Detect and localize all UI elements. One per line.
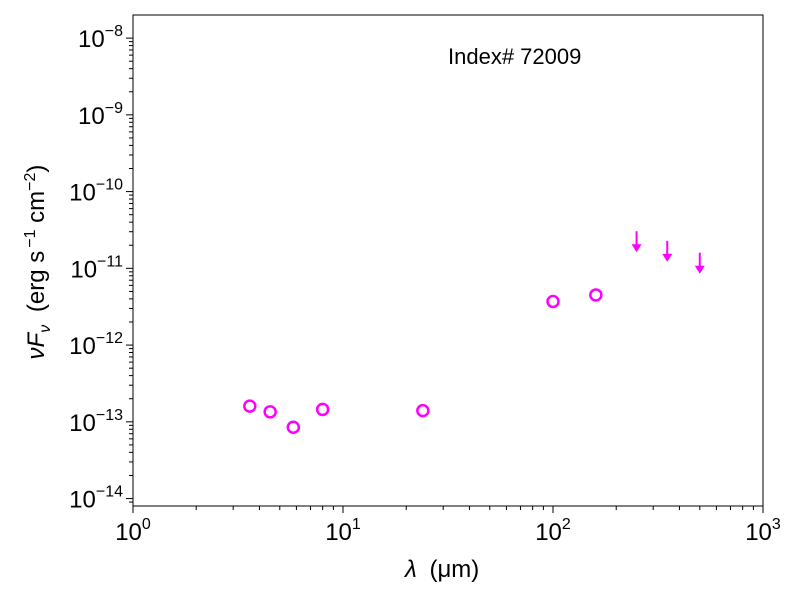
y-tick-label-1: 10−13 bbox=[69, 407, 123, 437]
y-axis-unit-exp1: −1 bbox=[22, 229, 39, 247]
x-tick-label-2-base: 10 bbox=[535, 519, 562, 546]
y-tick-label-1-exponent: −13 bbox=[96, 407, 123, 424]
upper-limit-arrow-0 bbox=[631, 231, 642, 253]
y-tick-label-0-exponent: −14 bbox=[96, 484, 123, 501]
y-tick-label-6-base: 10 bbox=[78, 26, 105, 53]
y-tick-label-6: 10−8 bbox=[78, 23, 123, 53]
y-tick-label-4-base: 10 bbox=[69, 180, 96, 207]
axis-ticks: 100 101 102 10310−1410−1310−1210−1110−1010−… bbox=[69, 23, 781, 546]
upper-limit-head bbox=[662, 253, 673, 262]
upper-limit-arrow-1 bbox=[662, 240, 673, 262]
y-axis-label: νFν (erg s −1 cm−2) bbox=[22, 165, 56, 360]
y-axis-symbol: νF bbox=[23, 331, 50, 359]
x-axis-unit: (μm) bbox=[429, 556, 479, 583]
data-point-2 bbox=[286, 420, 301, 434]
x-tick-label-2-exponent: 2 bbox=[562, 516, 571, 533]
data-point-5 bbox=[546, 294, 560, 309]
y-tick-label-5-base: 10 bbox=[78, 103, 105, 130]
y-axis-unit-exp2: −2 bbox=[22, 172, 39, 190]
y-tick-label-6-exponent: −8 bbox=[105, 23, 123, 40]
x-tick-label-3: 103 bbox=[745, 516, 781, 546]
x-tick-label-3-exponent: 3 bbox=[772, 516, 781, 533]
y-tick-label-3-base: 10 bbox=[70, 256, 97, 283]
y-axis-unit-pre: (erg s bbox=[23, 251, 50, 312]
data-marks bbox=[243, 231, 705, 434]
y-tick-label-4: 10−10 bbox=[69, 177, 123, 207]
y-tick-label-0: 10−14 bbox=[69, 484, 123, 514]
y-tick-label-5: 10−9 bbox=[78, 100, 123, 130]
y-axis-unit-mid: cm bbox=[23, 191, 50, 230]
x-tick-label-3-base: 10 bbox=[745, 519, 772, 546]
x-tick-label-0-base: 10 bbox=[115, 519, 142, 546]
y-tick-label-0-base: 10 bbox=[69, 487, 96, 514]
data-point-1 bbox=[263, 405, 277, 419]
data-point-4 bbox=[416, 403, 430, 418]
x-tick-label-1-exponent: 1 bbox=[352, 516, 361, 533]
upper-limit-head bbox=[631, 244, 642, 253]
y-axis-subscript: ν bbox=[37, 325, 54, 333]
plot-area bbox=[132, 14, 764, 507]
x-tick-label-0-exponent: 0 bbox=[142, 516, 151, 533]
y-tick-label-4-exponent: −10 bbox=[96, 177, 123, 194]
x-axis-label: λ (μm) bbox=[403, 556, 479, 583]
y-tick-label-3-exponent: −11 bbox=[97, 253, 123, 270]
y-tick-label-1-base: 10 bbox=[69, 410, 96, 437]
x-tick-label-1-base: 10 bbox=[325, 519, 352, 546]
y-tick-label-2-exponent: −12 bbox=[96, 330, 123, 347]
y-tick-label-5-exponent: −9 bbox=[105, 100, 123, 117]
x-tick-label-2: 102 bbox=[535, 516, 571, 546]
data-point-0 bbox=[243, 399, 257, 413]
y-tick-label-2-base: 10 bbox=[69, 333, 96, 360]
x-tick-label-0: 100 bbox=[115, 516, 151, 546]
upper-limit-head bbox=[694, 265, 705, 274]
data-point-6 bbox=[589, 288, 603, 302]
upper-limit-arrow-2 bbox=[694, 252, 705, 274]
y-axis-unit-post: ) bbox=[23, 165, 50, 173]
x-tick-label-1: 101 bbox=[325, 516, 361, 546]
x-axis-symbol: λ bbox=[403, 556, 417, 583]
chart-annotation: Index# 72009 bbox=[448, 44, 581, 69]
data-point-3 bbox=[315, 402, 330, 417]
y-tick-label-3: 10−11 bbox=[70, 253, 123, 283]
y-tick-label-2: 10−12 bbox=[69, 330, 123, 360]
